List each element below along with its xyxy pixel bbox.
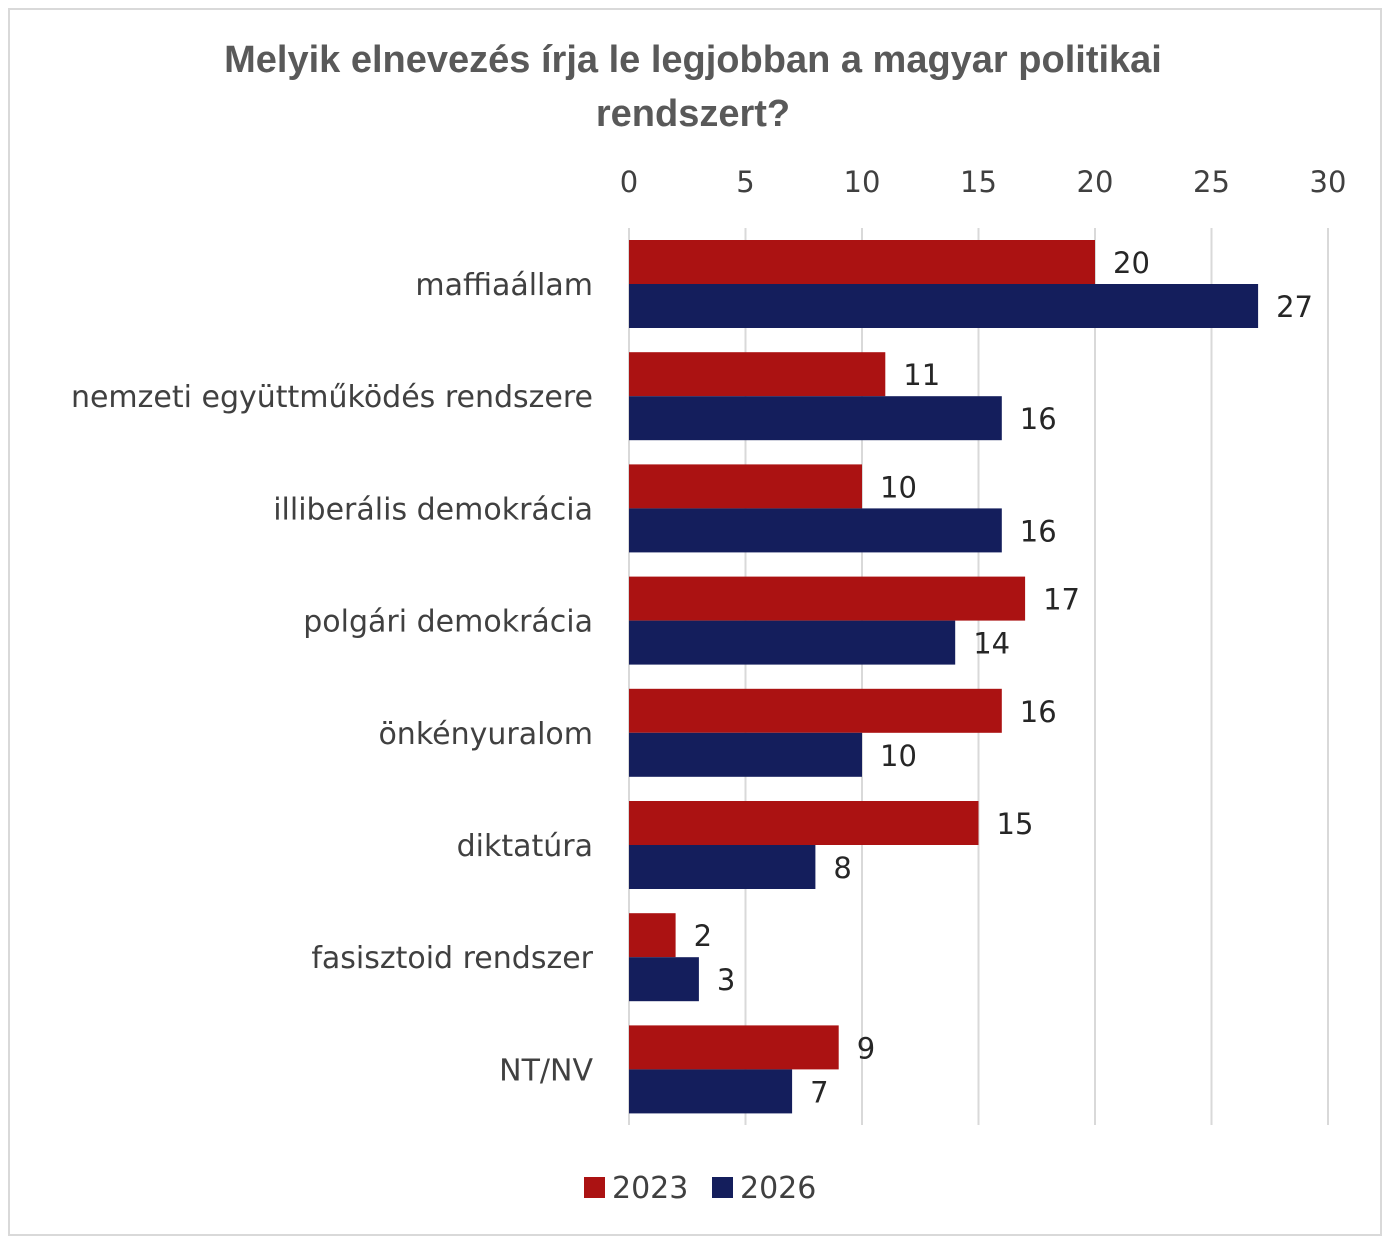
- legend-swatch-2023: [584, 1177, 605, 1198]
- category-label: polgári demokrácia: [303, 605, 593, 640]
- category-label: diktatúra: [457, 829, 593, 864]
- category-labels: maffiaállam nemzeti együttműködés rendsze…: [71, 268, 594, 1088]
- x-tick-label: 15: [960, 165, 997, 199]
- data-label-2023: 16: [1020, 695, 1057, 729]
- x-axis-ticks: 0 5 10 15 20 25 30: [620, 165, 1347, 199]
- bar-2026: [629, 845, 816, 889]
- legend-swatch-2026: [712, 1177, 733, 1198]
- x-tick-label: 5: [736, 165, 754, 199]
- chart-title-line-2: rendszert?: [596, 93, 790, 135]
- data-label-2023: 11: [903, 358, 940, 392]
- data-label-2023: 9: [857, 1031, 875, 1065]
- data-label-2026: 8: [833, 851, 851, 885]
- x-tick-label: 10: [844, 165, 881, 199]
- data-labels: 20 27 11 16 10 16 17 14 16 10 15 8 23 97: [694, 246, 1313, 1109]
- bar-2023: [629, 1025, 839, 1070]
- bar-2023: [629, 688, 1002, 733]
- data-label-2026: 16: [1020, 514, 1057, 548]
- bar-2026: [629, 620, 956, 665]
- bar-2023: [629, 913, 676, 958]
- bar-2026: [629, 957, 699, 1002]
- x-tick-label: 30: [1310, 165, 1347, 199]
- legend-label-2023: 2023: [612, 1171, 688, 1206]
- data-label-2026: 3: [717, 963, 735, 997]
- bar-2026: [629, 284, 1259, 328]
- category-label: nemzeti együttműködés rendszere: [71, 380, 593, 415]
- x-tick-label: 0: [620, 165, 638, 199]
- bar-2026: [629, 396, 1002, 441]
- category-label: fasisztoid rendszer: [311, 941, 593, 976]
- legend: 2023 2026: [584, 1171, 816, 1206]
- bar-2026: [629, 1069, 793, 1114]
- data-label-2026: 10: [880, 739, 917, 773]
- bar-2023: [629, 801, 979, 845]
- data-label-2026: 16: [1020, 402, 1057, 436]
- data-label-2023: 15: [997, 807, 1034, 841]
- data-label-2026: 7: [810, 1075, 828, 1109]
- x-tick-label: 20: [1077, 165, 1114, 199]
- data-label-2026: 27: [1276, 290, 1313, 324]
- bar-2023: [629, 240, 1095, 284]
- data-label-2026: 14: [973, 627, 1010, 661]
- bar-2023: [629, 464, 862, 509]
- data-label-2023: 2: [694, 919, 712, 953]
- bars: [629, 240, 1259, 1114]
- chart-title-line-1: Melyik elnevezés írja le legjobban a mag…: [224, 39, 1162, 81]
- data-label-2023: 17: [1043, 583, 1080, 617]
- category-label: illiberális demokrácia: [273, 492, 593, 527]
- data-label-2023: 10: [880, 470, 917, 504]
- chart-title: Melyik elnevezés írja le legjobban a mag…: [224, 39, 1162, 135]
- bar-2023: [629, 352, 886, 397]
- bar-2023: [629, 576, 1026, 621]
- category-label: NT/NV: [499, 1053, 593, 1088]
- category-label: önkényuralom: [378, 717, 593, 752]
- x-tick-label: 25: [1193, 165, 1230, 199]
- bar-2026: [629, 508, 1002, 553]
- legend-label-2026: 2026: [740, 1171, 816, 1206]
- category-label: maffiaállam: [415, 268, 593, 303]
- data-label-2023: 20: [1113, 246, 1150, 280]
- bar-2026: [629, 732, 862, 777]
